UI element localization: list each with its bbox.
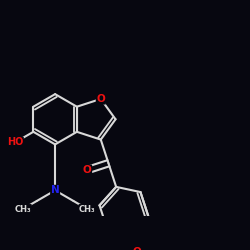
Text: N: N bbox=[51, 186, 59, 196]
Text: CH₃: CH₃ bbox=[14, 204, 31, 214]
Text: O: O bbox=[83, 165, 92, 175]
Text: O: O bbox=[96, 94, 105, 104]
Text: O: O bbox=[133, 247, 142, 250]
Text: CH₃: CH₃ bbox=[79, 204, 96, 214]
Text: HO: HO bbox=[7, 138, 23, 147]
